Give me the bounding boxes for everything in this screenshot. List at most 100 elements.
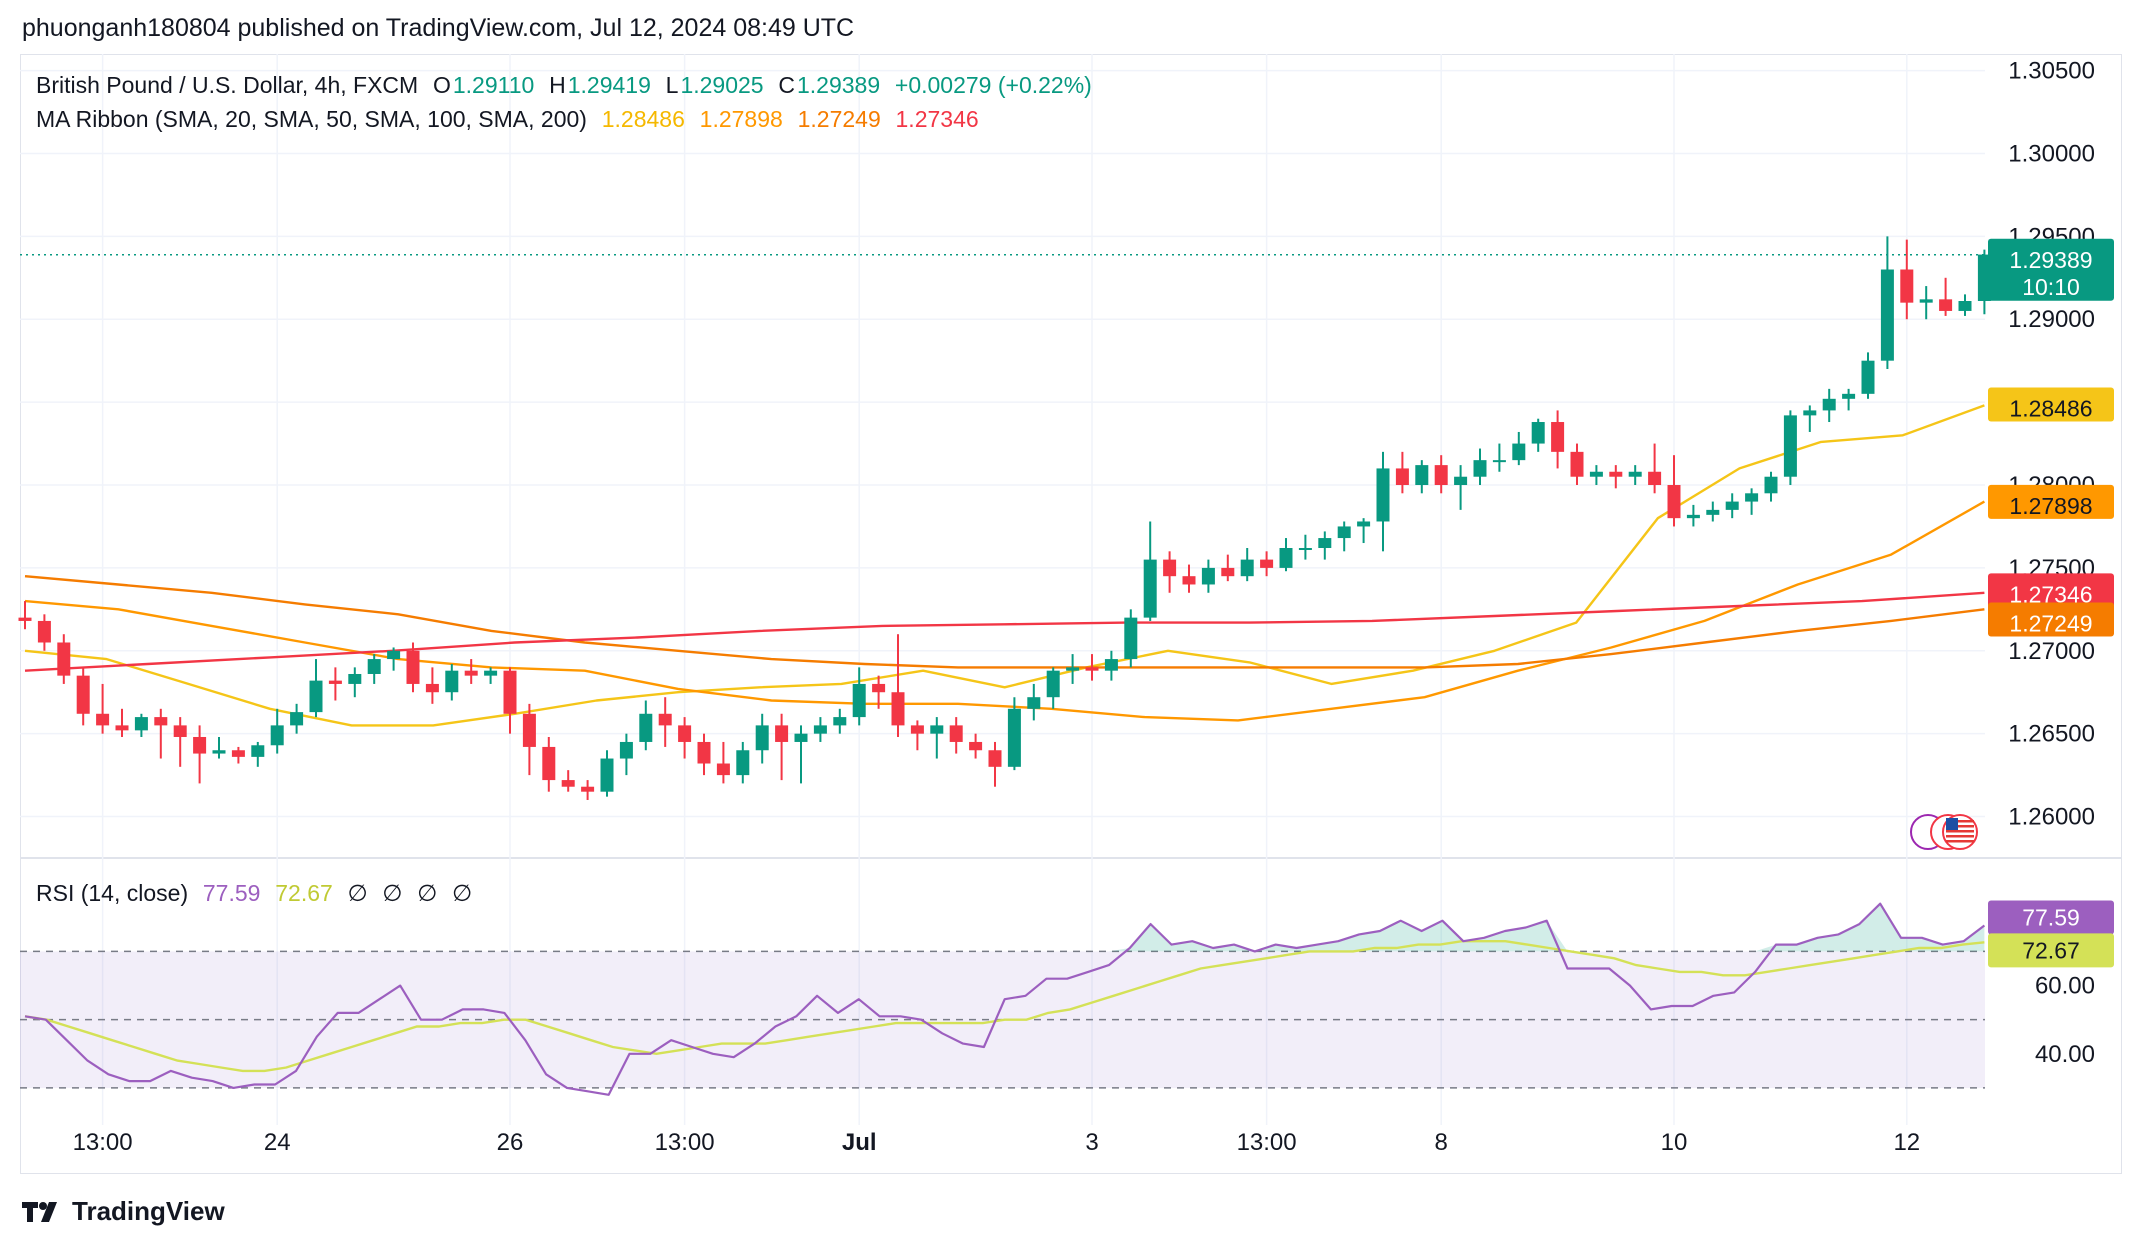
candle-body	[1706, 509, 1720, 515]
rsi-value-tag: 77.59	[1988, 900, 2114, 935]
candle-body	[1745, 493, 1759, 502]
candle-body	[600, 758, 614, 792]
candle-body	[1221, 567, 1235, 577]
candle-body	[251, 745, 265, 757]
sma200-tag: 1.27346	[1988, 573, 2114, 608]
rsi-ma-tag-text: 72.67	[2022, 937, 2080, 963]
ma-line-sma50	[24, 500, 1985, 722]
candle-body	[173, 725, 187, 737]
candle-body	[57, 642, 71, 676]
candle	[1240, 548, 1254, 582]
candle-body	[1163, 559, 1177, 577]
ma-line-sma20	[24, 404, 1985, 727]
sma20-tag: 1.28486	[1988, 387, 2114, 422]
sma20-tag-bg	[1988, 387, 2114, 422]
candle	[561, 770, 575, 792]
candle-body	[1066, 667, 1080, 671]
candle	[134, 713, 148, 737]
open-value: 1.29110	[452, 72, 535, 98]
x-tick-label: 13:00	[655, 1129, 715, 1156]
candle-body	[658, 713, 672, 726]
rsi-line	[24, 902, 1986, 1096]
sma100-tag-bg	[1988, 602, 2114, 637]
candle	[1260, 551, 1274, 577]
candle-body	[522, 713, 536, 747]
candle-body	[1046, 670, 1060, 698]
candle-body	[367, 659, 381, 674]
candle	[328, 667, 342, 701]
candle	[1163, 551, 1177, 593]
ma-line-sma200	[24, 591, 1985, 672]
x-tick-label: 13:00	[1237, 1129, 1297, 1156]
rsi-label[interactable]: RSI (14, close)	[36, 880, 189, 906]
candle	[212, 736, 226, 759]
candle	[1454, 465, 1468, 510]
candle-body	[639, 713, 653, 742]
candle-body	[1104, 659, 1118, 671]
candle	[600, 750, 614, 797]
candle-body	[1415, 465, 1429, 486]
candle-body	[1589, 471, 1603, 477]
candle-body	[1570, 451, 1584, 477]
x-tick-label: 12	[1893, 1129, 1920, 1156]
close-label: C	[778, 72, 795, 98]
candle-body	[910, 725, 924, 734]
candle	[367, 654, 381, 684]
candle	[678, 717, 692, 759]
candle	[387, 647, 401, 671]
current-price-tag-text: 10:10	[2022, 274, 2080, 300]
candle-body	[1628, 471, 1642, 477]
candle-body	[1027, 697, 1041, 709]
candle	[1318, 531, 1332, 560]
flag-stripe	[1946, 825, 1974, 828]
candle-body	[1900, 269, 1914, 303]
sma200-tag-bg	[1988, 573, 2114, 608]
y-tick-label: 1.30500	[2008, 58, 2095, 85]
x-tick-label: 26	[497, 1129, 524, 1156]
candle	[96, 683, 110, 734]
candle-body	[1725, 501, 1739, 510]
candle-body	[619, 741, 633, 759]
candle	[1589, 465, 1603, 486]
sma20-value: 1.28486	[601, 106, 685, 132]
rsi-y-tick-label: 60.00	[2035, 973, 2095, 1000]
candle	[309, 659, 323, 718]
sma100-value: 1.27249	[797, 106, 881, 132]
candle	[658, 697, 672, 747]
sma100-tag-text: 1.27249	[2009, 611, 2092, 637]
symbol-name[interactable]: British Pound / U.S. Dollar, 4h, FXCM	[36, 72, 419, 98]
candle	[619, 733, 633, 776]
candle-body	[1939, 299, 1953, 311]
candle	[1357, 518, 1371, 544]
candle-body	[794, 733, 808, 742]
rsi-value: 77.59	[202, 880, 261, 906]
candle-body	[1958, 301, 1972, 311]
candle	[1667, 455, 1681, 527]
candle-body	[18, 617, 32, 621]
candle-body	[37, 620, 51, 643]
candle	[173, 717, 187, 767]
candle	[1376, 451, 1390, 552]
candle-body	[1434, 465, 1448, 486]
brand-name: TradingView	[72, 1196, 225, 1226]
chart-container[interactable]	[20, 54, 2122, 1174]
close-value: 1.29389	[796, 72, 881, 98]
tradingview-brand[interactable]: TradingView	[22, 1196, 225, 1227]
publish-attribution: phuonganh180804 published on TradingView…	[22, 14, 855, 42]
candle	[1104, 650, 1118, 681]
candle-body	[949, 725, 963, 742]
candle-body	[1803, 410, 1817, 416]
candle	[251, 741, 265, 767]
candle-body	[1298, 548, 1312, 551]
candle	[1046, 667, 1060, 709]
candle-body	[930, 725, 944, 734]
candle-body	[193, 736, 207, 754]
candle-body	[1473, 460, 1487, 477]
ma-ribbon-label[interactable]: MA Ribbon (SMA, 20, SMA, 50, SMA, 100, S…	[36, 106, 587, 132]
candle-body	[348, 673, 362, 684]
rsi-empty-4: ∅	[452, 880, 473, 906]
candle-body	[1124, 617, 1138, 660]
candle	[1803, 405, 1817, 432]
candle-body	[445, 670, 459, 693]
